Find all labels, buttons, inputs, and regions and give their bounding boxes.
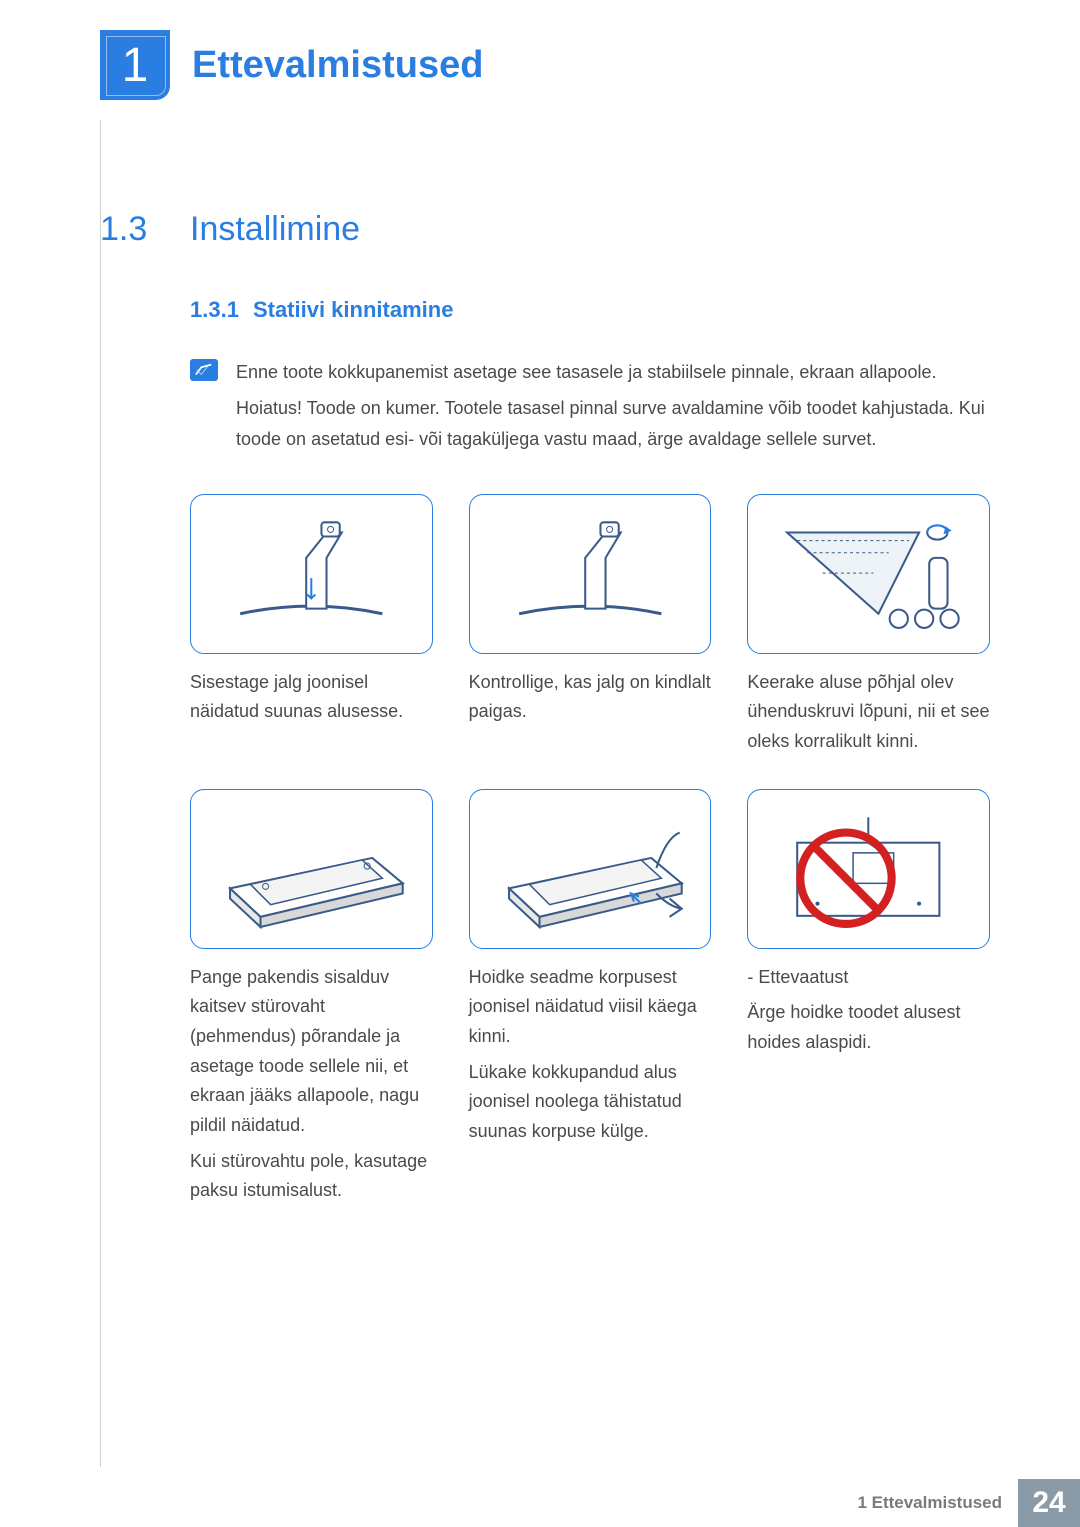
figure-cell: - Ettevaatust Ärge hoidke toodet alusest… — [747, 789, 990, 1213]
caption-text: Kontrollige, kas jalg on kindlalt paigas… — [469, 668, 712, 727]
caption-text: Hoidke seadme korpusest joonisel näidatu… — [469, 963, 712, 1052]
figure-cell: Sisestage jalg joonisel näidatud suunas … — [190, 494, 433, 763]
chapter-number-badge: 1 — [100, 30, 170, 100]
figure-illustration-attach-base — [469, 789, 712, 949]
caption-text: Pange pakendis sisalduv kaitsev stürovah… — [190, 963, 433, 1141]
subsection-title: Statiivi kinnitamine — [253, 297, 454, 323]
left-rule — [100, 120, 101, 1467]
figure-illustration-stand-check — [469, 494, 712, 654]
section-number: 1.3 — [100, 210, 160, 249]
subsection-number: 1.3.1 — [190, 297, 239, 323]
chapter-header: 1 Ettevalmistused — [100, 30, 990, 100]
figure-caption: Keerake aluse põhjal olev ühenduskruvi l… — [747, 668, 990, 757]
figure-cell: Pange pakendis sisalduv kaitsev stürovah… — [190, 789, 433, 1213]
figure-cell: Hoidke seadme korpusest joonisel näidatu… — [469, 789, 712, 1213]
section-title: Installimine — [190, 210, 360, 249]
figure-cell: Kontrollige, kas jalg on kindlalt paigas… — [469, 494, 712, 763]
page-footer: 1 Ettevalmistused 24 — [0, 1479, 1080, 1527]
caption-text: Ärge hoidke toodet alusest hoides alaspi… — [747, 998, 990, 1057]
footer-page-badge: 24 — [1018, 1479, 1080, 1527]
figure-caption: Sisestage jalg joonisel näidatud suunas … — [190, 668, 433, 727]
caption-text: Keerake aluse põhjal olev ühenduskruvi l… — [747, 668, 990, 757]
note-paragraph: Hoiatus! Toode on kumer. Tootele tasasel… — [236, 393, 990, 456]
chapter-number: 1 — [122, 38, 149, 93]
figure-illustration-foam-place — [190, 789, 433, 949]
caption-text: Lükake kokkupandud alus joonisel noolega… — [469, 1058, 712, 1147]
page-number: 24 — [1032, 1486, 1065, 1520]
figure-caption: Hoidke seadme korpusest joonisel näidatu… — [469, 963, 712, 1147]
figure-caption: Pange pakendis sisalduv kaitsev stürovah… — [190, 963, 433, 1207]
document-page: 1 Ettevalmistused 1.3 Installimine 1.3.1… — [0, 0, 1080, 1527]
note-paragraph: Enne toote kokkupanemist asetage see tas… — [236, 357, 990, 389]
note-icon — [190, 359, 218, 381]
section-heading: 1.3 Installimine — [100, 210, 990, 249]
figure-illustration-caution-dont-hold — [747, 789, 990, 949]
figure-caption: - Ettevaatust Ärge hoidke toodet alusest… — [747, 963, 990, 1058]
note-text: Enne toote kokkupanemist asetage see tas… — [236, 357, 990, 460]
subsection-heading: 1.3.1 Statiivi kinnitamine — [190, 297, 990, 323]
figure-illustration-screw — [747, 494, 990, 654]
figure-illustration-stand-insert — [190, 494, 433, 654]
caption-text: Sisestage jalg joonisel näidatud suunas … — [190, 668, 433, 727]
figure-grid-row2: Pange pakendis sisalduv kaitsev stürovah… — [190, 789, 990, 1213]
figure-caption: Kontrollige, kas jalg on kindlalt paigas… — [469, 668, 712, 727]
chapter-title: Ettevalmistused — [192, 44, 483, 87]
footer-chapter-label: 1 Ettevalmistused — [857, 1493, 1002, 1513]
figure-grid-row1: Sisestage jalg joonisel näidatud suunas … — [190, 494, 990, 763]
caption-text: Kui stürovahtu pole, kasutage paksu istu… — [190, 1147, 433, 1206]
figure-cell: Keerake aluse põhjal olev ühenduskruvi l… — [747, 494, 990, 763]
note-block: Enne toote kokkupanemist asetage see tas… — [190, 357, 990, 460]
caption-text: - Ettevaatust — [747, 963, 990, 993]
